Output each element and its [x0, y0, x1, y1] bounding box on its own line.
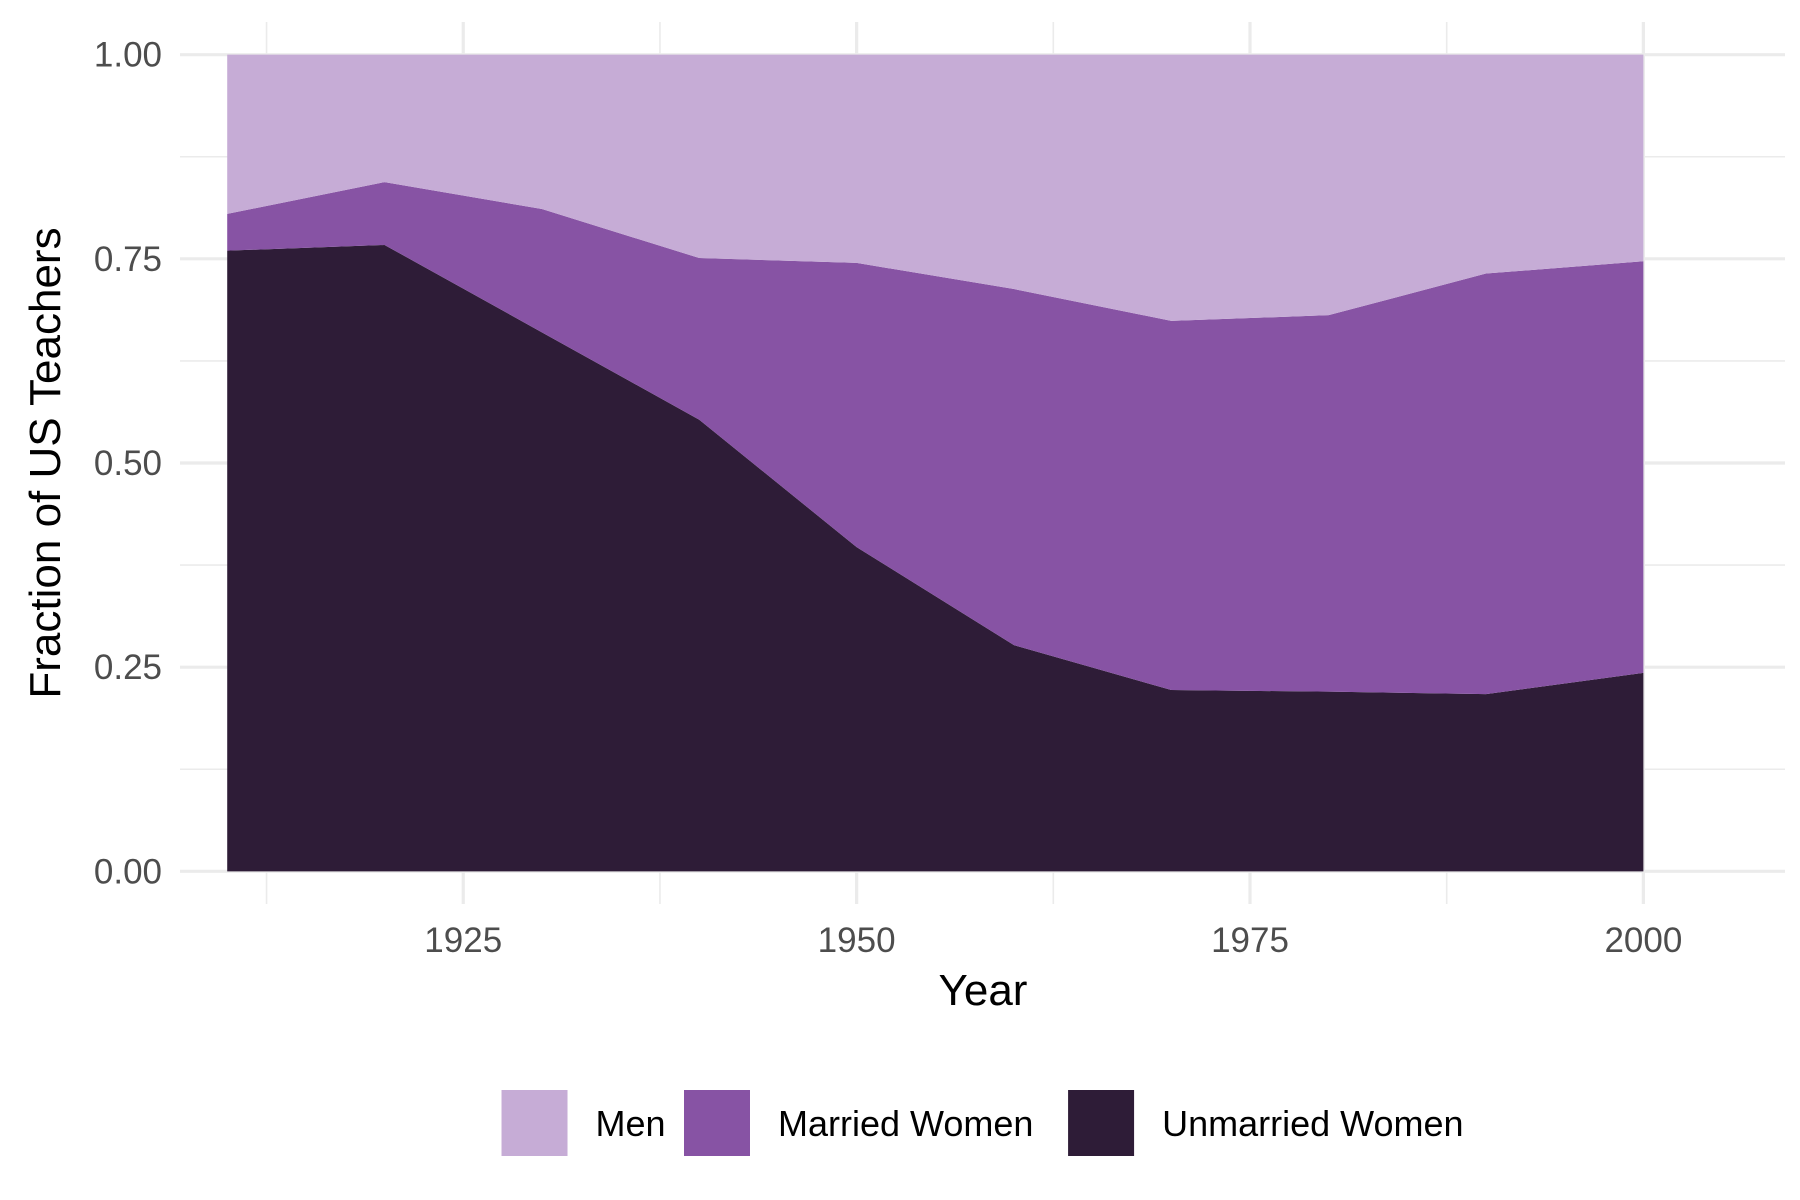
plot-areas [227, 54, 1644, 872]
legend-item-married-women: Married Women [684, 1090, 1033, 1156]
y-tick-label: 0.00 [94, 852, 162, 891]
x-axis-title: Year [939, 966, 1028, 1015]
area-married-women [227, 182, 1644, 695]
legend-item-men: Men [501, 1090, 666, 1156]
y-tick-label: 0.50 [94, 444, 162, 483]
y-tick-label: 0.25 [94, 648, 162, 687]
legend-key-unmarried-women [1068, 1090, 1135, 1156]
legend-label-men: Men [596, 1103, 666, 1144]
legend-label-married-women: Married Women [778, 1103, 1033, 1144]
y-axis-tick-labels: 0.00 0.25 0.50 0.75 1.00 [94, 36, 162, 892]
x-tick-label: 1975 [1211, 921, 1289, 960]
x-tick-label: 1950 [818, 921, 896, 960]
legend: Men Married Women Unmarried Women [501, 1090, 1464, 1156]
legend-key-men [501, 1090, 568, 1156]
legend-item-unmarried-women: Unmarried Women [1068, 1090, 1464, 1156]
y-axis-title: Fraction of US Teachers [21, 227, 70, 698]
legend-label-unmarried-women: Unmarried Women [1162, 1103, 1463, 1144]
y-tick-label: 1.00 [94, 36, 162, 75]
x-axis-tick-labels: 1925 1950 1975 2000 [424, 921, 1682, 960]
x-tick-label: 2000 [1604, 921, 1682, 960]
area-unmarried-women [227, 244, 1644, 872]
x-tick-label: 1925 [424, 921, 502, 960]
y-tick-label: 0.75 [94, 240, 162, 279]
legend-key-married-women [684, 1090, 750, 1156]
area-men [227, 54, 1644, 321]
